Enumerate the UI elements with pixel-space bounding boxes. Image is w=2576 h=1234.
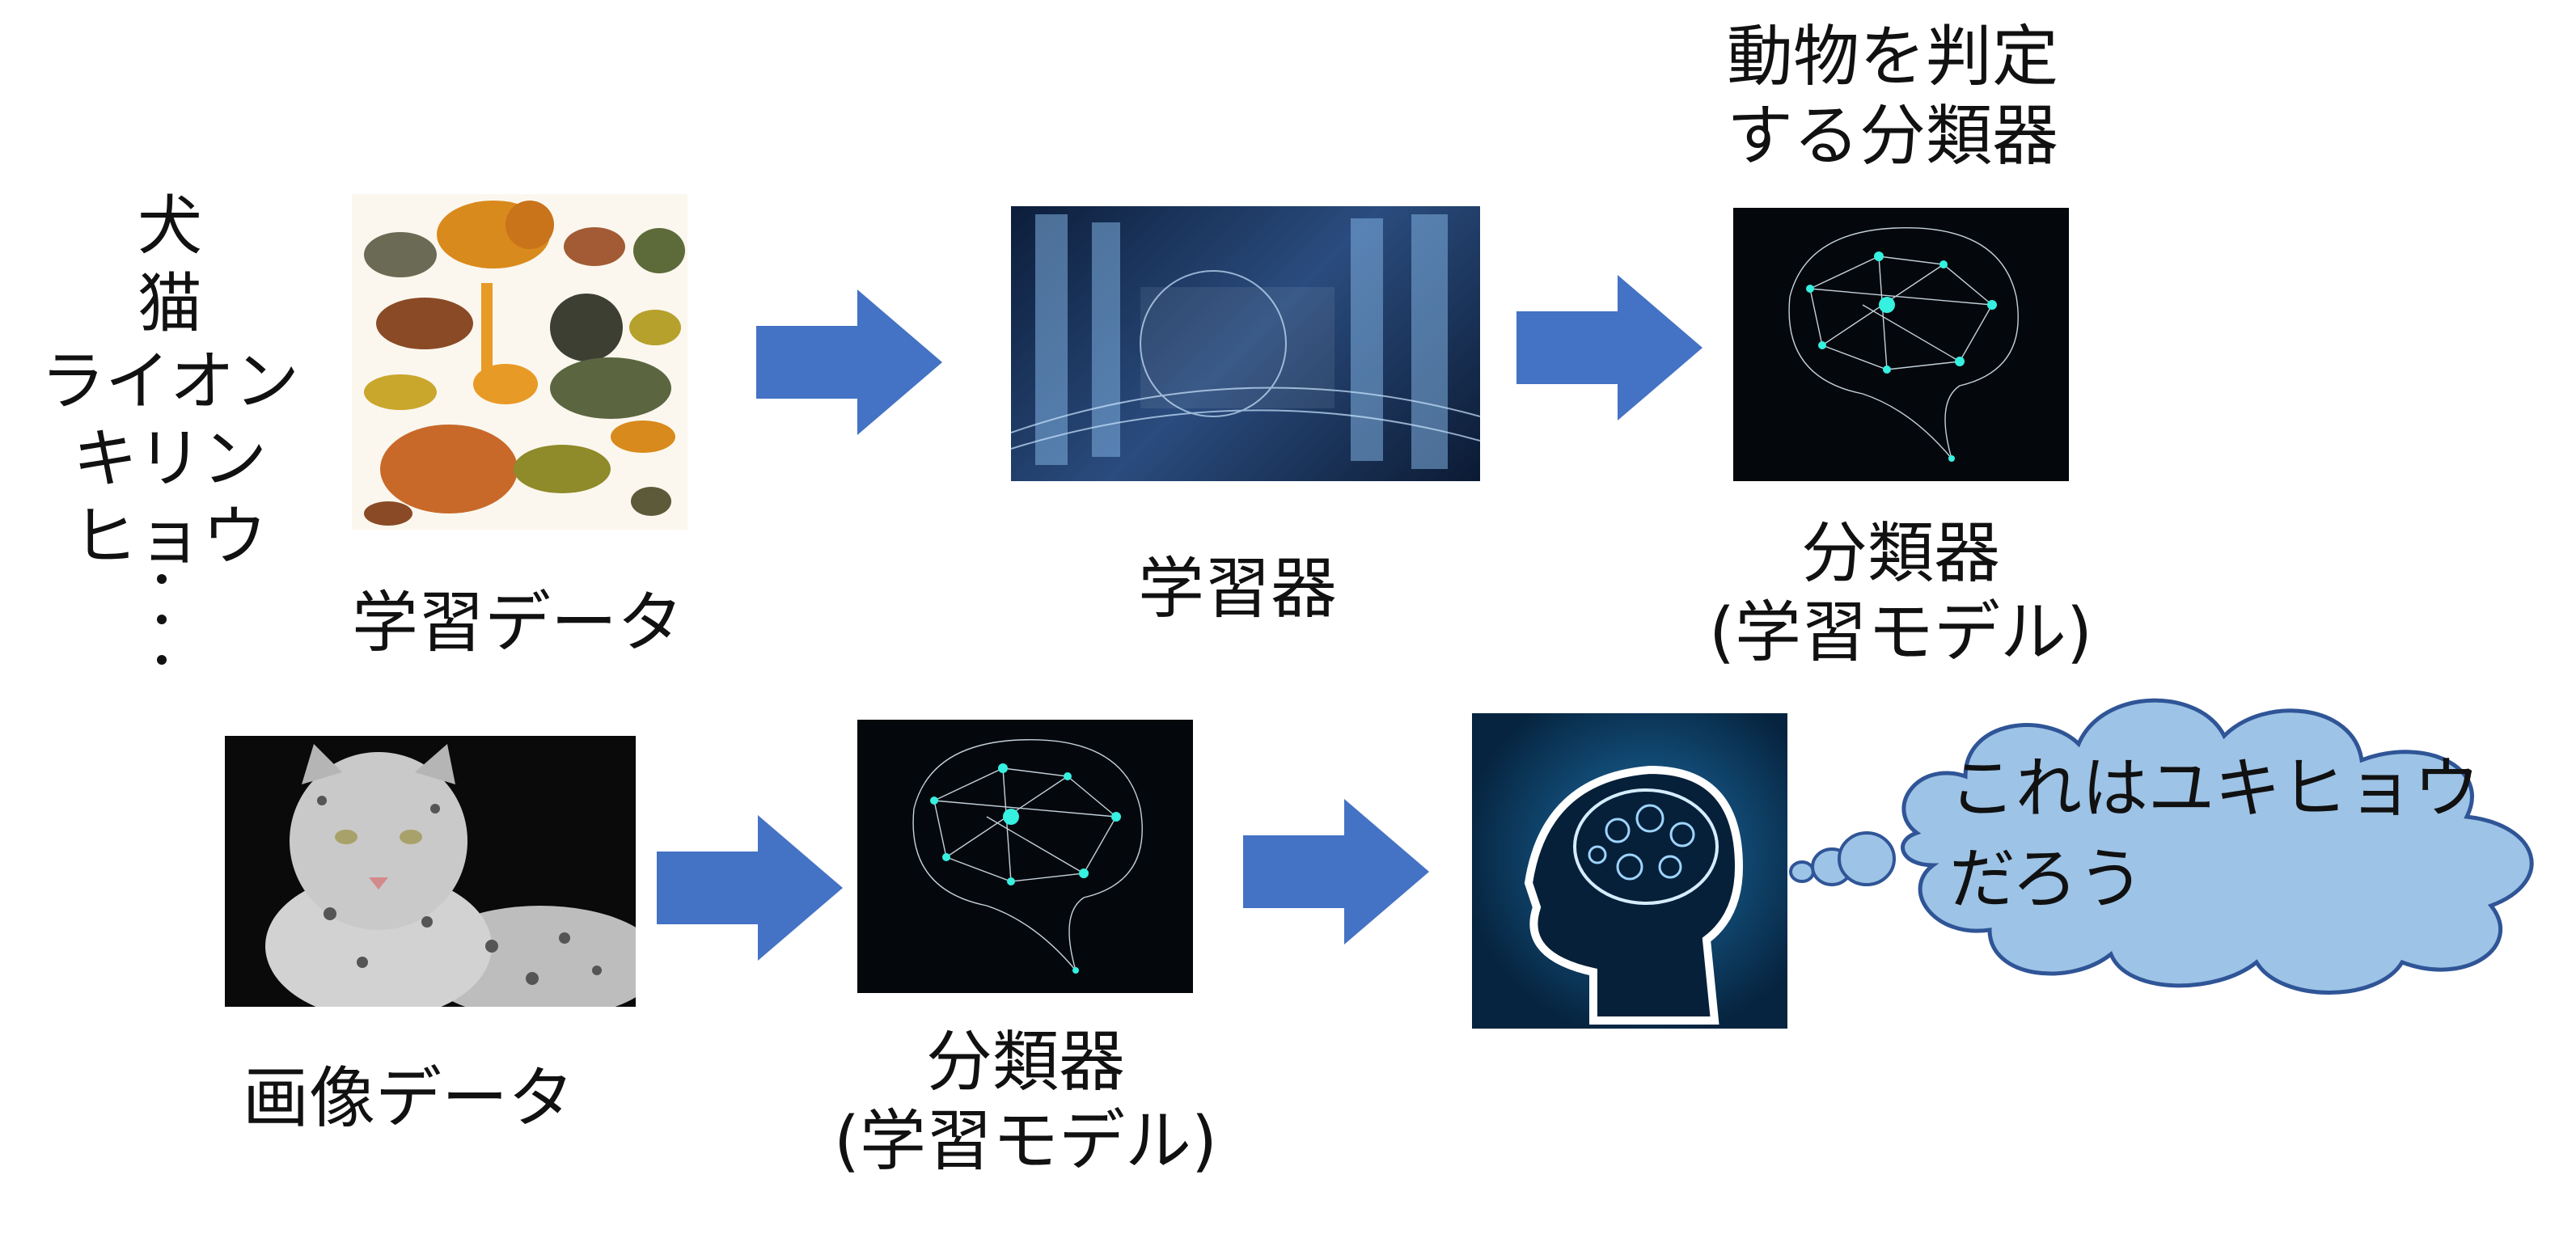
animal-list: 犬 猫 ライオン キリン ヒョウ [32, 188, 307, 576]
learner-image [1011, 206, 1480, 481]
classifier-title: 動物を判定 する分類器 [1726, 19, 2058, 175]
animal-item: キリン [73, 421, 267, 497]
animal-item: 犬 [137, 188, 202, 264]
arrow-right-icon [1243, 799, 1429, 945]
ai-head-image [1472, 713, 1787, 1029]
thought-text: これはユキヒョウ だろう [1949, 750, 2481, 918]
head-brain-icon [1524, 765, 1744, 1025]
arrow-right-icon [657, 815, 843, 961]
snow-leopard-image [225, 736, 636, 1007]
snow-leopard-icon [265, 744, 636, 1007]
learner-label: 学習器 [1137, 551, 1337, 628]
training-data-image [352, 194, 687, 530]
classifier-image-bottom [857, 720, 1193, 993]
animal-item: 猫 [137, 266, 202, 341]
animal-item: ライオン [40, 344, 299, 419]
thought-cloud [1789, 698, 2534, 995]
classifier-image-top [1733, 208, 2069, 481]
classifier-bottom-label: 分類器 (学習モデル) [834, 1024, 1217, 1181]
animal-item: ヒョウ [73, 499, 267, 574]
animal-silhouettes-icon [364, 201, 685, 526]
arrow-right-icon [756, 289, 942, 435]
arrow-right-icon [1516, 275, 1703, 420]
server-racks-icon [1035, 214, 1448, 469]
ellipsis-dots [154, 574, 170, 695]
training-data-label: 学習データ [351, 585, 683, 661]
classifier-top-label: 分類器 (学習モデル) [1709, 515, 2092, 672]
image-data-label: 画像データ [242, 1060, 574, 1137]
thought-bubble-icon [1789, 698, 2534, 995]
